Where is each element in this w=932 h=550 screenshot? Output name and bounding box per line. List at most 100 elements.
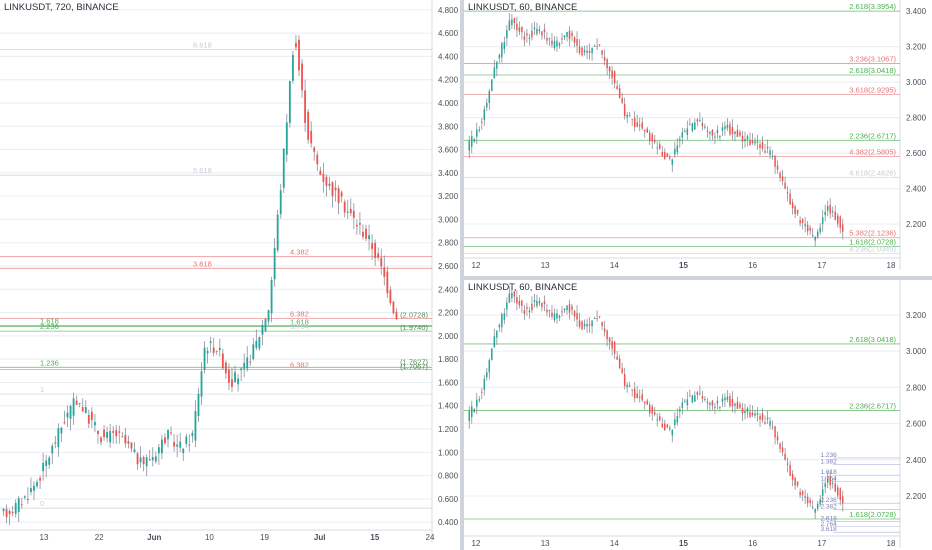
candle-body (646, 400, 648, 405)
candle-body (267, 310, 270, 322)
candle-body (653, 140, 656, 143)
candle-body (471, 406, 473, 418)
candle-body (638, 125, 641, 127)
candle-body (831, 211, 834, 213)
candle-body (483, 109, 486, 120)
candle-body (343, 201, 346, 213)
candle-body (776, 165, 779, 170)
candle-body (349, 208, 352, 214)
candle-body (182, 448, 185, 454)
candle-body (531, 303, 533, 311)
candle-body (473, 139, 476, 142)
left-chart-panel[interactable]: 4.800 4.600 4.400 4.200 4.000 3.800 3.600 3.400… (0, 0, 460, 550)
candle-body (568, 304, 571, 313)
x-tick-label: 13 (541, 539, 550, 548)
candle-body (563, 308, 566, 311)
x-tick-label: 22 (95, 533, 104, 542)
candle-body (691, 123, 694, 131)
candle-body (734, 131, 736, 134)
x-tick-label: 19 (260, 533, 269, 542)
candle-body (736, 129, 739, 137)
candle-body (776, 436, 779, 441)
candle-body (209, 341, 212, 344)
candle-body (719, 406, 721, 408)
x-tick-label: 18 (887, 539, 896, 548)
candle-body (206, 351, 209, 354)
bottom-right-chart-panel[interactable]: 3.200 3.000 2.800 2.600 2.400 2.200 12 13 14 15 16… (464, 280, 932, 550)
y-tick-label: 3.800 (438, 122, 459, 131)
candle-body (221, 353, 224, 369)
candle-body (481, 391, 483, 393)
candle-body (664, 152, 666, 159)
candle-body (571, 32, 573, 37)
candle-body (593, 45, 596, 47)
x-tick-label: 13 (40, 533, 49, 542)
candle-body (716, 400, 719, 404)
candle-body (203, 347, 206, 370)
fib-price-label: (1.7067) (400, 362, 428, 371)
candle-body (756, 141, 759, 143)
left-candlestick-chart[interactable]: 4.800 4.600 4.400 4.200 4.000 3.800 3.600 3.400… (0, 0, 460, 550)
x-tick-label: 16 (748, 261, 757, 270)
candle-body (749, 412, 751, 418)
y-tick-label: 2.200 (906, 220, 927, 229)
candle-body (786, 463, 789, 465)
candle-body (496, 61, 498, 69)
bottom-right-candlestick-chart[interactable]: 3.200 3.000 2.800 2.600 2.400 2.200 12 13 14 15 16… (464, 280, 932, 550)
candle-body (273, 248, 276, 280)
y-tick-label: 2.800 (438, 239, 459, 248)
candle-body (179, 441, 182, 448)
candle-body (616, 356, 618, 360)
candle-body (729, 396, 731, 407)
candle-body (726, 124, 729, 129)
candle-body (751, 412, 754, 416)
candle-body (340, 192, 343, 197)
panel-divider-horizontal[interactable] (464, 276, 932, 280)
fib-level-label: 2.236(2.6717) (849, 131, 896, 140)
candle-body (97, 430, 99, 434)
fib-level-label: 1.618(2.0728) (849, 510, 896, 519)
y-tick-label: 2.400 (906, 185, 927, 194)
candle-body (689, 124, 691, 126)
candle-body (124, 435, 127, 444)
candle-body (799, 491, 801, 496)
candle-body (704, 399, 706, 401)
candle-body (543, 301, 546, 304)
candle-body (821, 217, 824, 225)
panel-divider-vertical[interactable] (460, 0, 464, 550)
top-right-chart-panel[interactable]: 3.400 3.200 3.000 2.800 2.600 2.400 2.200 12 13 1… (464, 0, 932, 276)
candle-body (276, 214, 279, 251)
candle-body (322, 173, 325, 182)
fib-level-label: 2.618(3.3954) (849, 2, 896, 11)
candle-body (386, 271, 389, 294)
candle-body (661, 152, 664, 156)
candle-body (75, 400, 78, 405)
candle-body (377, 253, 380, 258)
candle-body (576, 312, 578, 320)
candle-body (380, 257, 383, 267)
top-right-candlestick-chart[interactable]: 3.400 3.200 3.000 2.800 2.600 2.400 2.200 12 13 1… (464, 0, 932, 276)
candle-body (714, 136, 716, 138)
candle-body (493, 336, 496, 348)
extension-label: 3.618 (820, 526, 837, 533)
candle-body (731, 127, 734, 135)
fib-level-label: 2.236(2.6717) (849, 402, 896, 411)
candle-body (659, 416, 661, 421)
candle-body (218, 347, 221, 351)
candle-body (826, 205, 829, 211)
candle-body (521, 300, 523, 306)
candle-body (784, 453, 786, 460)
candle-body (744, 138, 746, 142)
candle-body (681, 402, 684, 408)
candle-body (511, 19, 513, 26)
candle-body (69, 405, 72, 419)
candle-body (831, 482, 834, 484)
candle-body (648, 132, 651, 142)
candle-body (804, 224, 806, 227)
candle-body (536, 300, 538, 307)
fib-level-label: 4.236(2.0349) (849, 244, 896, 253)
x-tick-label: 17 (817, 539, 826, 548)
candle-body (596, 45, 598, 47)
candle-body (588, 324, 591, 326)
candle-body (623, 374, 626, 387)
